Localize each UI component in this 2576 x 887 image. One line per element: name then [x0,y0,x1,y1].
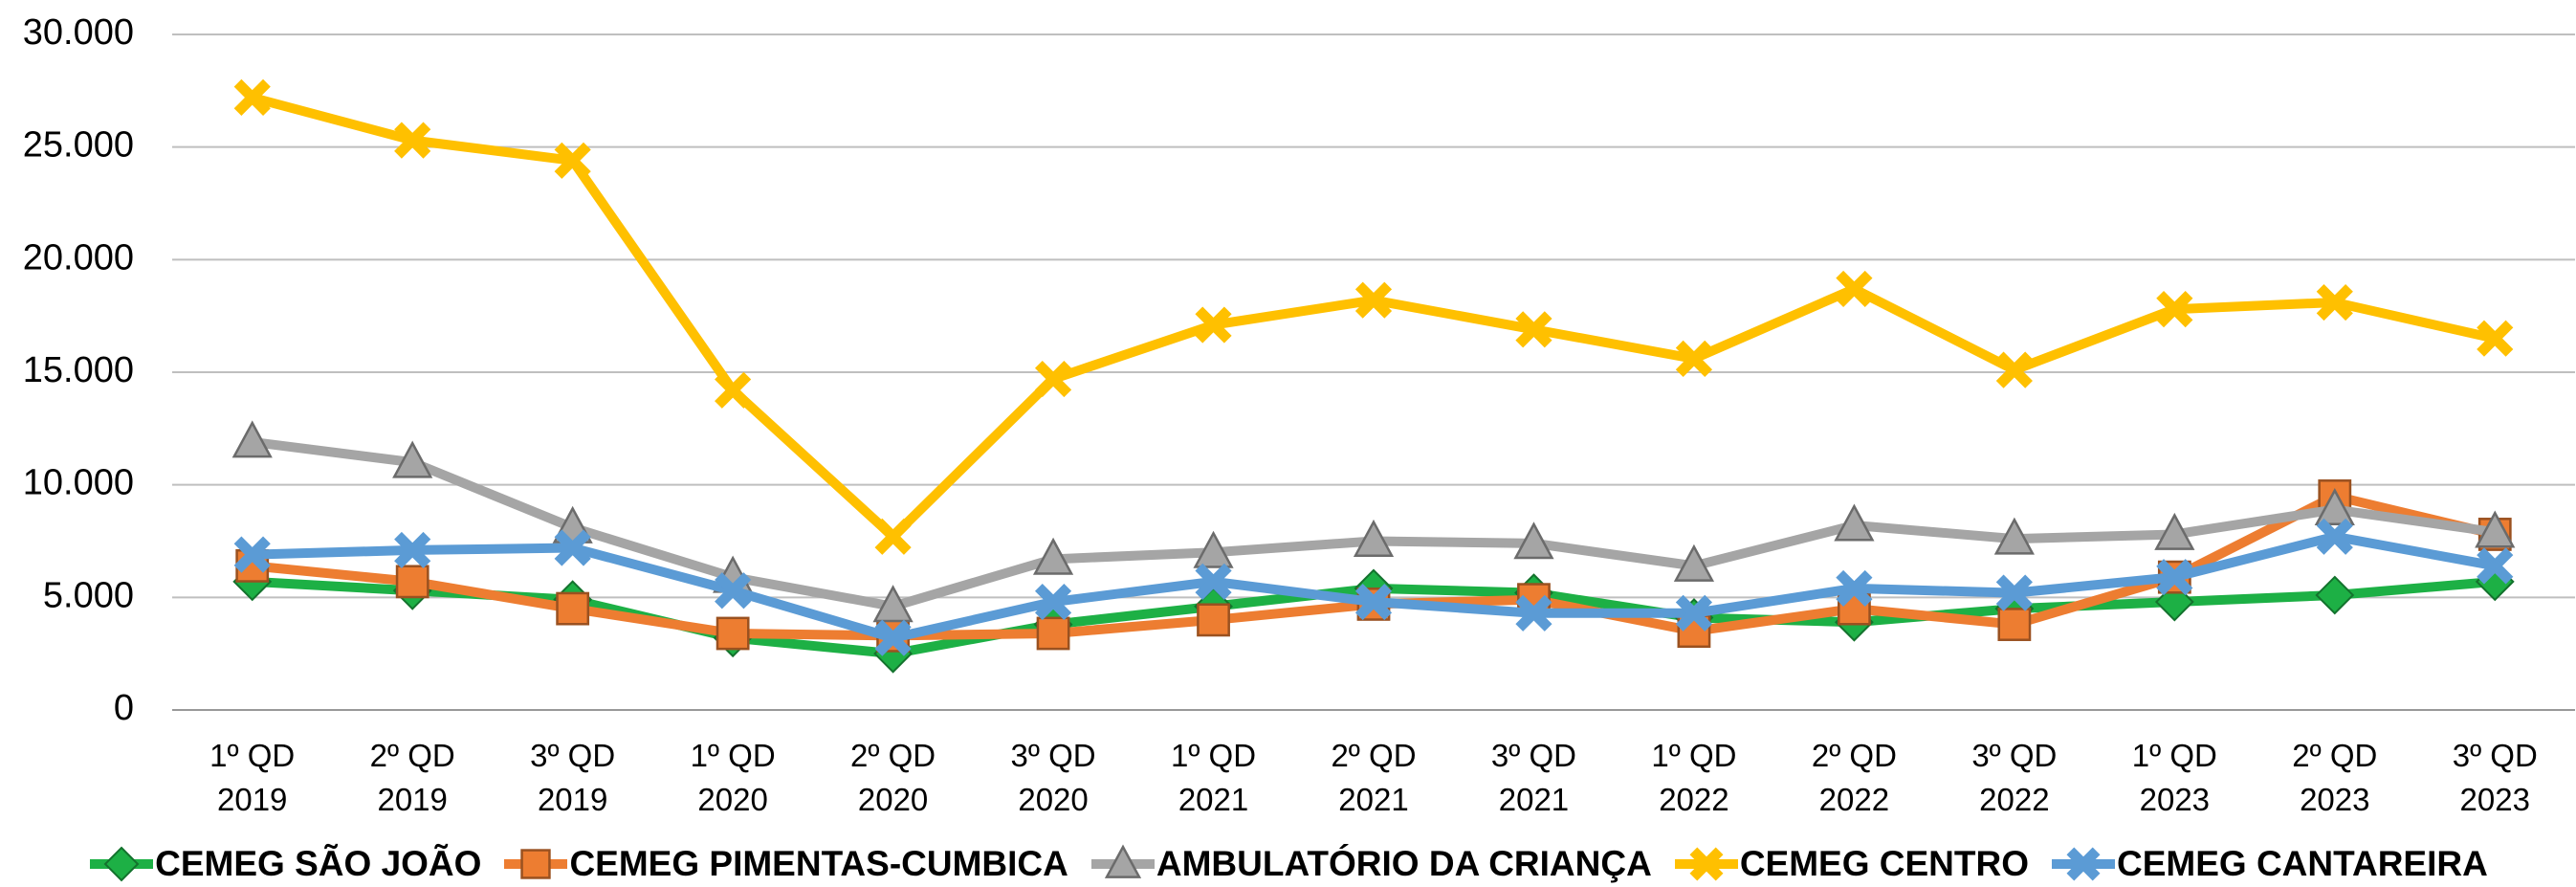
marker [874,518,912,555]
marker [1354,281,1393,319]
x-tick-label: 2º QD 2021 [1331,738,1417,817]
marker [716,616,750,651]
marker [1836,569,1873,608]
marker [233,78,271,116]
legend-item: CEMEG PIMENTAS-CUMBICA [502,842,1068,886]
marker [2316,283,2353,322]
y-tick-label: 15.000 [23,350,134,390]
marker [1195,563,1232,600]
x-tick-label: 2º QD 2022 [1811,738,1897,817]
legend-label: AMBULATÓRIO DA CRIANÇA [1156,844,1652,883]
marker [1353,519,1395,557]
marker [233,536,271,573]
marker [1195,306,1232,344]
marker [2316,518,2353,555]
legend-item: CEMEG SÃO JOÃO [88,842,481,886]
series-line [251,93,2497,542]
marker [1675,340,1713,377]
marker [556,591,590,626]
marker [554,142,591,179]
legend-swatch [2052,847,2115,881]
x-tick-label: 3º QD 2022 [1971,738,2058,817]
marker [1104,844,1141,878]
marker [872,585,914,623]
x-tick-label: 1º QD 2020 [690,738,776,817]
legend-swatch [90,846,154,882]
x-tick-label: 1º QD 2022 [1651,738,1737,817]
y-tick-label: 25.000 [23,125,134,166]
marker [715,371,752,409]
legend-label: CEMEG SÃO JOÃO [155,844,482,883]
y-tick-label: 5.000 [43,575,134,615]
marker [1034,583,1072,621]
marker [395,565,429,599]
marker [715,572,752,610]
marker [394,122,431,159]
chart: 0 5.000 10.000 15.000 20.000 25.000 30.000 [23,12,2575,728]
marker [1834,503,1875,542]
marker [103,846,140,882]
marker [2315,575,2355,615]
x-tick-label: 1º QD 2023 [2131,738,2217,817]
legend: CEMEG SÃO JOÃO CEMEG PIMENTAS-CUMBICA AMBU… [0,842,2576,886]
marker [1836,270,1873,308]
legend-item: CEMEG CANTAREIRA [2050,842,2488,886]
marker [1354,583,1393,621]
marker [520,849,552,879]
legend-swatch [1674,847,1738,881]
legend-swatch [504,849,568,879]
x-tick-label: 3º QD 2021 [1490,738,1576,817]
legend-swatch [1090,844,1155,878]
x-tick-label: 1º QD 2019 [209,738,296,817]
marker [1995,574,2033,611]
y-tick-label: 20.000 [23,237,134,277]
marker [1193,530,1234,568]
x-tick-label: 3º QD 2023 [2452,738,2538,817]
marker [1513,521,1554,560]
marker [2066,847,2101,881]
legend-label: CEMEG PIMENTAS-CUMBICA [569,844,1068,883]
marker [394,531,431,569]
marker [554,529,591,566]
marker [2477,547,2514,585]
y-tick-label: 0 [114,688,134,728]
marker [2156,559,2193,596]
marker [1034,360,1072,398]
y-tick-label: 30.000 [23,12,134,53]
marker [392,440,433,478]
x-tick-label: 2º QD 2020 [850,738,936,817]
x-tick-label: 2º QD 2023 [2292,738,2378,817]
legend-item: AMBULATÓRIO DA CRIANÇA [1090,842,1652,886]
marker [2477,320,2514,357]
marker [1675,594,1713,632]
x-tick-label: 2º QD 2019 [369,738,455,817]
marker [231,420,273,458]
marker [874,619,912,656]
x-tick-label: 3º QD 2020 [1010,738,1096,817]
marker [1515,311,1552,348]
y-tick-label: 10.000 [23,463,134,503]
marker [2156,291,2193,328]
marker [1993,517,2035,555]
marker [1036,616,1070,651]
legend-label: CEMEG CANTAREIRA [2117,844,2488,883]
marker [1997,608,2032,641]
legend-item: CEMEG CENTRO [1673,842,2029,886]
marker [1689,847,1724,881]
marker [1673,543,1715,582]
marker [1995,351,2033,388]
marker [1515,594,1552,632]
legend-label: CEMEG CENTRO [1739,844,2029,883]
x-tick-label: 3º QD 2019 [530,738,616,817]
x-tick-label: 1º QD 2021 [1170,738,1257,817]
marker [2314,487,2355,526]
marker [1032,537,1074,575]
marker [2475,510,2516,548]
marker [2154,512,2195,550]
marker [1197,603,1230,637]
